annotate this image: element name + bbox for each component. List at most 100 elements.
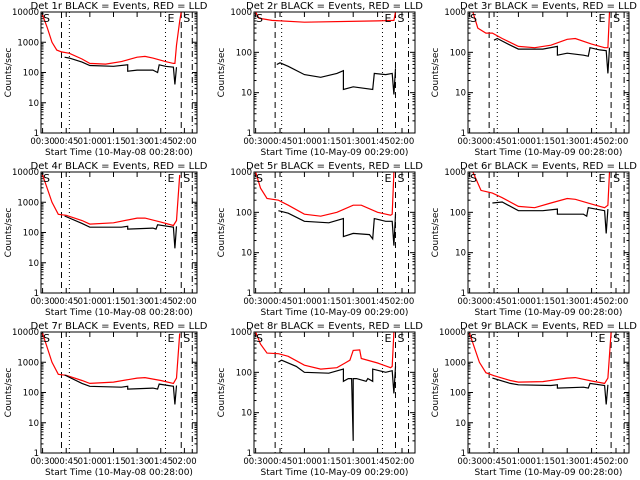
series-line-red xyxy=(42,12,182,65)
plot-frame xyxy=(253,331,416,454)
y-tick-label: 100 xyxy=(23,229,39,239)
x-axis-label: Start Time (10-May-08 00:28:00) xyxy=(45,148,193,158)
y-axis-label: Counts/sec xyxy=(4,48,14,98)
annotation-e: E xyxy=(167,12,174,25)
y-tick-label: 10 xyxy=(28,259,39,269)
annotation-e: E xyxy=(598,332,605,345)
series-line-red xyxy=(255,12,397,23)
annotation-s: S xyxy=(43,172,50,185)
x-tick-label: 01:45 xyxy=(365,297,390,307)
plot-frame xyxy=(40,171,198,294)
panel-7: Det 7r BLACK = Events, RED = LLD Start Ti… xyxy=(4,321,208,478)
x-tick-label: 00:30 xyxy=(457,137,482,147)
y-tick-label: 10 xyxy=(455,419,466,429)
y-tick-label: 1 xyxy=(247,449,252,459)
annotation-s: S xyxy=(470,172,477,185)
y-tick-label: 100 xyxy=(450,48,466,58)
x-tick-label: 01:30 xyxy=(125,137,150,147)
annotation-s: S xyxy=(256,172,263,185)
y-tick-label: 100 xyxy=(450,208,466,218)
x-tick-label: 01:00 xyxy=(78,297,103,307)
x-axis-label: Start Time (10-May-09 00:28:00) xyxy=(475,308,623,318)
annotation-e: E xyxy=(167,172,174,185)
y-tick-label: 10000 xyxy=(12,168,39,178)
y-tick-label: 10000 xyxy=(439,328,466,338)
series-line-red xyxy=(42,174,181,227)
annotation-e: E xyxy=(384,332,391,345)
x-tick-label: 01:15 xyxy=(317,457,342,467)
panel-5: Det 5r BLACK = Events, RED = LLD Start Ti… xyxy=(217,161,423,318)
series-line-black xyxy=(276,62,397,95)
x-tick-label: 01:45 xyxy=(149,297,174,307)
panel-title: Det 7r BLACK = Events, RED = LLD xyxy=(31,321,208,332)
x-tick-label: 01:00 xyxy=(78,137,103,147)
x-tick-label: 02:00 xyxy=(390,457,415,467)
x-tick-label: 01:00 xyxy=(292,457,317,467)
y-axis-label: Counts/sec xyxy=(4,368,14,418)
x-axis-label: Start Time (10-May-09 00:29:00) xyxy=(261,468,409,478)
series-line-black xyxy=(64,56,178,85)
x-tick-label: 02:00 xyxy=(604,297,629,307)
y-tick-label: 100 xyxy=(236,48,252,58)
x-tick-label: 01:45 xyxy=(149,137,174,147)
x-tick-label: 00:45 xyxy=(268,137,293,147)
panel-1: Det 1r BLACK = Events, RED = LLD Start Ti… xyxy=(4,1,208,158)
y-tick-label: 100 xyxy=(23,389,39,399)
x-axis-label: Start Time (10-May-08 00:28:00) xyxy=(45,468,193,478)
y-tick-label: 1000 xyxy=(444,358,466,368)
x-tick-label: 01:15 xyxy=(317,137,342,147)
x-tick-label: 02:00 xyxy=(172,457,197,467)
y-axis-label: Counts/sec xyxy=(431,208,441,258)
x-axis-label: Start Time (10-May-09 00:29:00) xyxy=(261,148,409,158)
panel-title: Det 4r BLACK = Events, RED = LLD xyxy=(31,161,208,172)
y-tick-label: 1000 xyxy=(230,168,252,178)
annotation-e: E xyxy=(598,172,605,185)
x-tick-label: 01:30 xyxy=(555,137,580,147)
series-line-black xyxy=(64,215,178,249)
y-axis-label: Counts/sec xyxy=(217,48,227,98)
series-line-red xyxy=(472,12,611,49)
series-line-black xyxy=(278,210,397,246)
panel-4: Det 4r BLACK = Events, RED = LLD Start Ti… xyxy=(4,161,208,318)
x-tick-label: 01:45 xyxy=(149,457,174,467)
series-line-red xyxy=(42,333,181,385)
x-tick-label: 01:00 xyxy=(506,457,531,467)
y-tick-label: 1 xyxy=(34,289,39,299)
x-tick-label: 01:00 xyxy=(78,457,103,467)
y-tick-label: 100 xyxy=(236,208,252,218)
x-tick-label: 01:15 xyxy=(531,457,556,467)
plot-frame xyxy=(253,171,416,294)
x-tick-label: 01:30 xyxy=(341,137,366,147)
x-tick-label: 00:45 xyxy=(268,297,293,307)
y-tick-label: 10000 xyxy=(12,328,39,338)
plot-frame xyxy=(467,331,630,454)
annotation-e: E xyxy=(384,12,391,25)
y-tick-label: 1 xyxy=(34,129,39,139)
annotation-s: S xyxy=(43,12,50,25)
annotation-s: S xyxy=(613,332,620,345)
x-tick-label: 01:30 xyxy=(555,457,580,467)
y-axis-label: Counts/sec xyxy=(4,208,14,258)
x-tick-label: 00:45 xyxy=(482,457,507,467)
y-tick-label: 100 xyxy=(236,368,252,378)
y-tick-label: 1000 xyxy=(17,198,39,208)
x-tick-label: 02:00 xyxy=(604,137,629,147)
series-line-black xyxy=(492,377,609,405)
annotation-s: S xyxy=(470,12,477,25)
x-tick-label: 01:45 xyxy=(579,297,604,307)
annotation-s: S xyxy=(613,12,620,25)
y-tick-label: 10 xyxy=(28,99,39,109)
panel-9: Det 9r BLACK = Events, RED = LLD Start Ti… xyxy=(431,321,637,478)
y-axis-label: Counts/sec xyxy=(431,368,441,418)
y-tick-label: 100 xyxy=(450,389,466,399)
y-axis-label: Counts/sec xyxy=(431,48,441,98)
y-tick-label: 10 xyxy=(241,409,252,419)
x-tick-label: 00:45 xyxy=(268,457,293,467)
y-tick-label: 1000 xyxy=(17,38,39,48)
x-tick-label: 01:15 xyxy=(101,137,126,147)
x-tick-label: 01:45 xyxy=(365,457,390,467)
x-tick-label: 00:30 xyxy=(30,297,55,307)
x-tick-label: 02:00 xyxy=(172,137,197,147)
x-tick-label: 00:30 xyxy=(243,137,268,147)
x-tick-label: 00:30 xyxy=(457,457,482,467)
